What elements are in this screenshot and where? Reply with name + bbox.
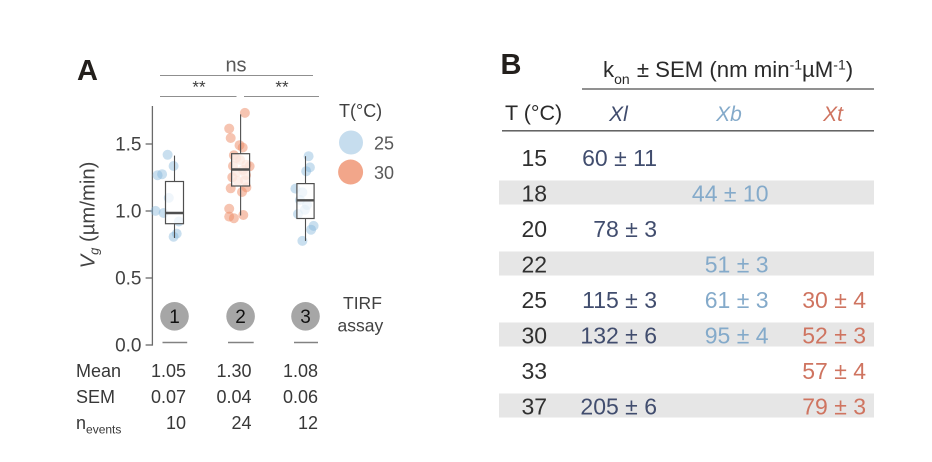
svg-text:25: 25 (522, 287, 548, 313)
svg-text:T(°C): T(°C) (339, 101, 382, 121)
svg-text:37: 37 (522, 394, 548, 420)
svg-text:0.5: 0.5 (115, 269, 141, 290)
svg-text:**: ** (275, 78, 289, 97)
svg-text:132 ± 6: 132 ± 6 (580, 323, 657, 349)
svg-text:18: 18 (522, 181, 548, 207)
svg-text:assay: assay (338, 316, 384, 336)
svg-text:TIRF: TIRF (343, 293, 382, 313)
svg-text:30: 30 (374, 163, 394, 183)
svg-text:**: ** (192, 78, 206, 97)
svg-text:33: 33 (522, 358, 548, 384)
svg-text:115 ± 3: 115 ± 3 (582, 287, 657, 313)
svg-text:15: 15 (522, 145, 548, 171)
svg-text:Xt: Xt (822, 103, 844, 126)
svg-text:12: 12 (298, 413, 318, 433)
svg-text:Xb: Xb (715, 103, 742, 126)
svg-text:0.06: 0.06 (283, 387, 318, 407)
svg-text:ns: ns (225, 55, 246, 77)
svg-text:B: B (501, 49, 522, 81)
svg-text:30: 30 (522, 323, 548, 349)
svg-text:3: 3 (300, 307, 311, 328)
svg-text:1.08: 1.08 (283, 361, 318, 381)
svg-text:22: 22 (522, 252, 548, 278)
svg-text:10: 10 (166, 413, 186, 433)
svg-text:A: A (77, 55, 98, 87)
svg-text:57 ± 4: 57 ± 4 (802, 358, 866, 384)
svg-text:SEM: SEM (76, 387, 115, 407)
svg-text:1.30: 1.30 (216, 361, 251, 381)
svg-text:61 ± 3: 61 ± 3 (705, 287, 769, 313)
svg-text:205 ± 6: 205 ± 6 (580, 394, 657, 420)
svg-text:0.04: 0.04 (216, 387, 251, 407)
svg-text:0.07: 0.07 (151, 387, 186, 407)
svg-text:Mean: Mean (76, 361, 121, 381)
svg-text:2: 2 (235, 307, 246, 328)
svg-text:51 ± 3: 51 ± 3 (705, 252, 769, 278)
svg-text:78 ± 3: 78 ± 3 (593, 216, 657, 242)
svg-text:1: 1 (169, 307, 180, 328)
svg-text:Vg (µm/min): Vg (µm/min) (78, 162, 102, 269)
svg-text:25: 25 (374, 134, 394, 154)
svg-text:20: 20 (522, 216, 548, 242)
svg-text:0.0: 0.0 (115, 336, 141, 357)
svg-text:1.05: 1.05 (151, 361, 186, 381)
svg-text:1.0: 1.0 (115, 202, 141, 223)
svg-text:30 ± 4: 30 ± 4 (802, 287, 866, 313)
svg-text:79 ± 3: 79 ± 3 (802, 394, 866, 420)
svg-text:T (°C): T (°C) (505, 101, 562, 125)
svg-text:52 ± 3: 52 ± 3 (802, 323, 866, 349)
svg-text:24: 24 (231, 413, 251, 433)
svg-text:1.5: 1.5 (115, 135, 141, 156)
svg-text:95 ± 4: 95 ± 4 (705, 323, 769, 349)
svg-text:60 ± 11: 60 ± 11 (582, 145, 657, 171)
svg-text:44 ± 10: 44 ± 10 (692, 181, 769, 207)
svg-text:Xl: Xl (608, 103, 629, 126)
